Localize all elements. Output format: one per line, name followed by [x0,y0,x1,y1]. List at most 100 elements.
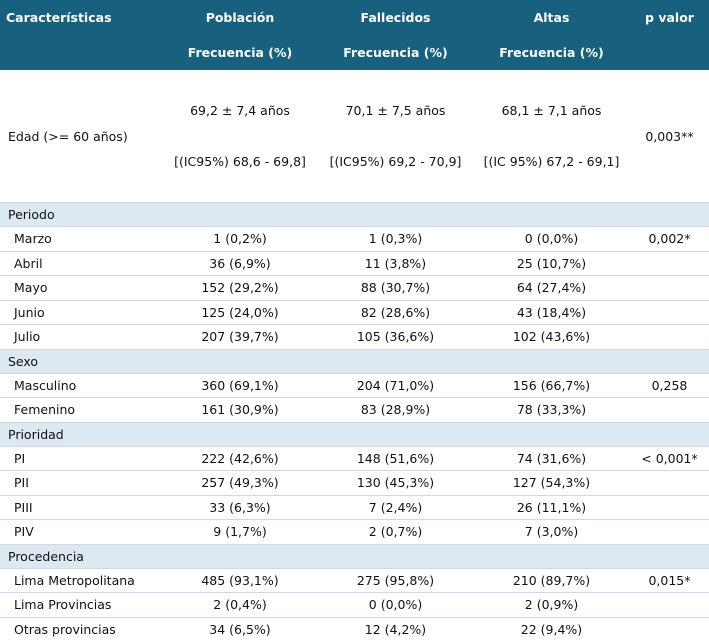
table-row: PI 222 (42,6%) 148 (51,6%) 74 (31,6%) < 0,00… [0,446,709,471]
table-row: Otras provincias 34 (6,5%) 12 (4,2%) 22 (9,… [0,617,709,641]
row-label: Marzo [0,226,162,252]
row-label: Otras provincias [14,621,116,637]
cell-fallecidos: 88 (30,7%) [318,275,473,301]
cell-poblacion: 34 (6,5%) [209,621,271,637]
cell-poblacion: 152 (29,2%) [162,275,318,301]
cell-altas: 102 (43,6%) [473,324,630,350]
cell-altas: 2 (0,9%) [473,592,630,618]
cell-p-valor [630,324,709,350]
cell-fallecidos: 148 (51,6%) [318,446,473,471]
cell-p-valor: 0,015* [630,568,709,593]
cell-fallecidos: 2 (0,7%) [318,519,473,545]
table-row: Junio 125 (24,0%) 82 (28,6%) 43 (18,4%) [0,300,709,325]
cell-altas: 74 (31,6%) [473,446,630,471]
cell-p-valor: 0,003** [630,70,709,203]
cell-altas: 43 (18,4%) [473,300,630,325]
cell-fallecidos: 0 (0,0%) [318,592,473,618]
header-altas-frecuencia: Frecuencia (%) [499,45,604,60]
cell-poblacion: 360 (69,1%) [162,373,318,398]
cell-p-valor [630,275,709,301]
table-row: Julio 207 (39,7%) 105 (36,6%) 102 (43,6%) [0,324,709,350]
cell-p-valor: 0,258 [630,373,709,398]
cell-poblacion: 9 (1,7%) [162,519,318,545]
cell-p-valor [630,495,709,520]
cell-altas: 210 (89,7%) [473,568,630,593]
cell-p-valor [630,519,709,545]
header-p-valor: p valor [645,10,694,25]
header-fallecidos: Fallecidos [360,10,431,25]
header-poblacion-frecuencia: Frecuencia (%) [187,45,293,60]
table-row: Lima Provincias 2 (0,4%) 0 (0,0%) 2 (0,9%) [0,592,709,618]
table-row-edad: Edad (>= 60 años) 69,2 ± 7,4 años [(IC95… [0,70,709,203]
section-label: Prioridad [0,422,709,447]
row-label: PII [0,470,162,496]
cell-p-valor [630,251,709,276]
table-row: PIII 33 (6,3%) 7 (2,4%) 26 (11,1%) [0,495,709,520]
table-header: Características Población Fallecidos Alt… [0,0,709,70]
table-row: Mayo 152 (29,2%) 88 (30,7%) 64 (27,4%) [0,275,709,301]
cell-fallecidos: 130 (45,3%) [318,470,473,496]
cell-fallecidos: 275 (95,8%) [318,568,473,593]
header-caracteristicas: Características [6,10,112,25]
cell-poblacion: 36 (6,9%) [162,251,318,276]
cell-p-valor [630,300,709,325]
cell-poblacion: 2 (0,4%) [162,592,318,618]
section-label: Procedencia [0,544,709,569]
section-header-prioridad: Prioridad [0,422,709,447]
cell-poblacion: 125 (24,0%) [162,300,318,325]
cell-altas: 25 (10,7%) [473,251,630,276]
header-altas: Altas [533,10,570,25]
row-label: PIV [0,519,162,545]
row-label: Lima Provincias [0,592,162,618]
cell-altas: 68,1 ± 7,1 años [(IC 95%) 67,2 - 69,1] [473,70,630,203]
row-label: Junio [0,300,162,325]
cell-altas: 78 (33,3%) [473,397,630,423]
table-row: Femenino 161 (30,9%) 83 (28,9%) 78 (33,3%) [0,397,709,423]
section-header-procedencia: Procedencia [0,544,709,569]
section-label: Periodo [0,202,709,227]
table-row: Abril 36 (6,9%) 11 (3,8%) 25 (10,7%) [0,251,709,276]
table-row: PIV 9 (1,7%) 2 (0,7%) 7 (3,0%) [0,519,709,545]
cell-fallecidos: 204 (71,0%) [318,373,473,398]
row-label: Masculino [0,373,162,398]
cell-poblacion: 222 (42,6%) [162,446,318,471]
cell-fallecidos: 105 (36,6%) [318,324,473,350]
cell-fallecidos: 7 (2,4%) [318,495,473,520]
cell-poblacion: 257 (49,3%) [162,470,318,496]
table-row: Lima Metropolitana 485 (93,1%) 275 (95,8%)… [0,568,709,593]
cell-altas: 22 (9,4%) [520,621,583,637]
table-row: Masculino 360 (69,1%) 204 (71,0%) 156 (66,7… [0,373,709,398]
cell-poblacion: 33 (6,3%) [162,495,318,520]
header-fallecidos-frecuencia: Frecuencia (%) [343,45,448,60]
row-label: Lima Metropolitana [0,568,162,593]
row-label: PIII [0,495,162,520]
cell-p-valor [630,592,709,618]
cell-altas: 26 (11,1%) [473,495,630,520]
cell-p-valor [630,617,709,641]
cell-poblacion: 207 (39,7%) [162,324,318,350]
cell-p-valor [630,397,709,423]
cell-altas: 127 (54,3%) [473,470,630,496]
section-header-periodo: Periodo [0,202,709,227]
row-label: PI [0,446,162,471]
header-poblacion: Población [205,10,275,25]
cell-p-valor: < 0,001* [630,446,709,471]
cell-fallecidos: 70,1 ± 7,5 años [(IC95%) 69,2 - 70,9] [318,70,473,203]
cell-p-valor: 0,002* [630,226,709,252]
cell-fallecidos: 12 (4,2%) [364,621,427,637]
cell-altas: 64 (27,4%) [473,275,630,301]
row-label: Mayo [0,275,162,301]
section-header-sexo: Sexo [0,349,709,374]
table-row: Marzo 1 (0,2%) 1 (0,3%) 0 (0,0%) 0,002* [0,226,709,252]
cell-fallecidos: 83 (28,9%) [318,397,473,423]
section-label: Sexo [0,349,709,374]
cell-p-valor [630,470,709,496]
cell-fallecidos: 11 (3,8%) [318,251,473,276]
cell-altas: 156 (66,7%) [473,373,630,398]
cell-poblacion: 485 (93,1%) [162,568,318,593]
row-label: Femenino [0,397,162,423]
row-label: Julio [0,324,162,350]
cell-altas: 7 (3,0%) [473,519,630,545]
cell-altas: 0 (0,0%) [473,226,630,252]
